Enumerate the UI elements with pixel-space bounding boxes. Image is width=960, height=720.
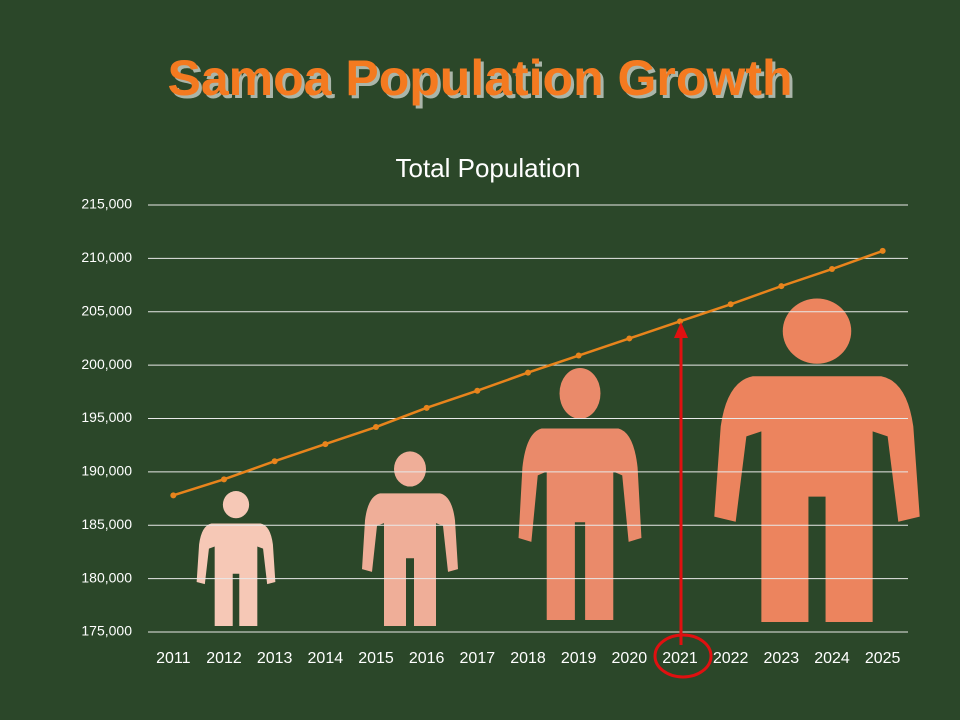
y-tick-label: 205,000 (81, 302, 132, 318)
x-tick-label: 2017 (460, 650, 496, 667)
x-tick-label: 2011 (156, 650, 191, 667)
chart-subtitle: Total Population (395, 153, 580, 183)
plot-area: 175,000 180,000 185,000 190,000 195,000 200,0… (81, 196, 908, 667)
y-tick-label: 185,000 (81, 516, 132, 532)
data-point (575, 352, 582, 359)
x-tick-label: 2013 (257, 650, 293, 667)
y-tick-label: 180,000 (81, 569, 132, 585)
highlight-circle (653, 633, 713, 679)
data-point (778, 283, 785, 290)
data-point (727, 301, 734, 308)
x-tick-label: 2025 (865, 650, 901, 667)
data-point (423, 404, 430, 411)
y-tick-label: 175,000 (81, 623, 132, 639)
x-tick-label: 2024 (814, 650, 850, 667)
data-point (829, 266, 835, 273)
x-tick-label: 2018 (510, 650, 546, 667)
data-point (879, 247, 886, 254)
x-tick-label: 2012 (206, 650, 242, 667)
y-tick-label: 215,000 (81, 196, 132, 212)
data-point (474, 387, 481, 394)
data-point (626, 335, 633, 342)
x-tick-label: 2014 (308, 650, 344, 667)
data-point (677, 318, 683, 325)
title-shadow: Samoa Population Growth (170, 53, 795, 109)
x-tick-label: 2015 (358, 650, 394, 667)
x-tick-label: 2021 (662, 650, 698, 667)
x-tick-label: 2023 (764, 650, 800, 667)
y-tick-label: 200,000 (81, 356, 132, 372)
x-tick-label: 2020 (612, 650, 648, 667)
chart-title: Samoa Population Growth (167, 50, 792, 106)
data-point (221, 476, 227, 483)
x-tick-label: 2022 (713, 650, 749, 667)
x-tick-label: 2019 (561, 650, 597, 667)
data-point (170, 492, 177, 499)
data-point (373, 424, 379, 431)
data-point (525, 369, 531, 376)
arrow-head (674, 322, 688, 338)
x-tick-label: 2016 (409, 650, 445, 667)
data-point (271, 458, 278, 465)
y-tick-label: 210,000 (81, 249, 132, 265)
y-tick-label: 195,000 (81, 409, 132, 425)
data-point (322, 441, 329, 448)
y-tick-label: 190,000 (81, 463, 132, 479)
